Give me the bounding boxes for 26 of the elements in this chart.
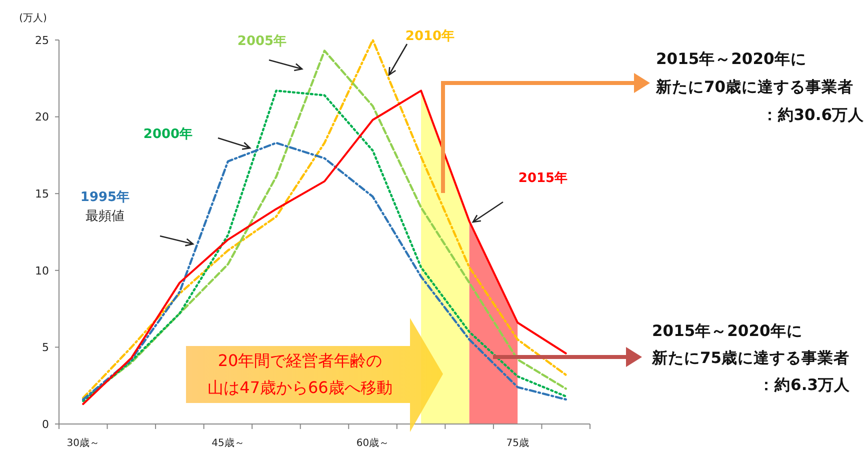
y-axis-title: (万人): [19, 13, 47, 24]
annotation: 最頻値: [86, 209, 124, 224]
y-tick-label: 25: [35, 34, 49, 47]
text: 2015年～2020年に: [652, 322, 802, 340]
text: 2010年: [405, 29, 455, 44]
text: 2015年～2020年に: [656, 50, 806, 68]
text: 2000年: [143, 127, 193, 142]
text: 新たに75歳に達する事業者: [651, 349, 850, 367]
annotation: 山は47歳から66歳へ移動: [208, 378, 392, 397]
x-tick-label: 75歳: [506, 437, 529, 449]
text: ：約30.6万人: [762, 106, 865, 124]
annotation: 20年間で経営者年齢の: [218, 351, 382, 370]
x-tick-label: 45歳～: [212, 437, 244, 449]
line-series: [82, 142, 567, 401]
y-tick-label: 5: [42, 341, 49, 354]
x-tick-label: 60歳～: [356, 437, 390, 449]
text: 1995年: [80, 190, 130, 205]
text: ：約6.3万人: [758, 376, 851, 394]
y-tick-label: 0: [42, 418, 49, 431]
text: 2015年: [518, 171, 568, 186]
x-tick-label: 30歳～: [66, 437, 100, 449]
y-tick-label: 20: [35, 110, 49, 124]
text: 新たに70歳に達する事業者: [655, 78, 854, 96]
text: 2005年: [237, 34, 287, 49]
y-tick-label: 10: [35, 264, 49, 278]
y-tick-label: 15: [35, 187, 49, 200]
